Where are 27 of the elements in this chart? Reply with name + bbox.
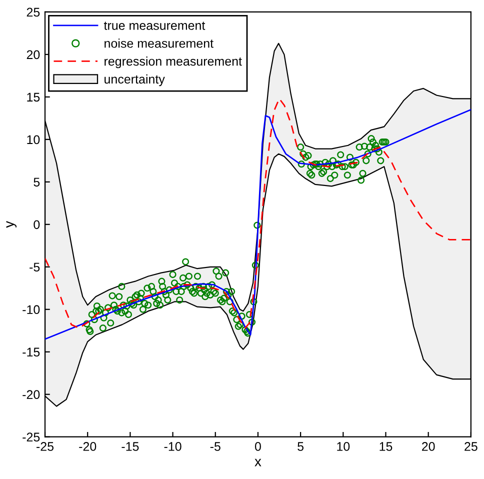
x-tick-label: -5 [210,442,220,451]
legend-label: uncertainty [104,74,165,86]
y-tick-label: 10 [27,135,40,144]
x-tick-label: 10 [337,442,350,451]
y-tick-label: 5 [34,178,40,187]
y-tick-label: 15 [27,92,40,102]
y-tick-label: -5 [30,262,40,272]
y-tick-label: -20 [22,390,40,400]
x-tick-label: -10 [164,442,182,451]
x-axis-title: x [254,458,262,466]
x-tick-label: 20 [422,442,435,451]
x-tick-label: 5 [298,442,304,451]
y-axis-title: y [6,220,17,228]
y-tick-label: -10 [22,305,40,314]
y-tick-label: -25 [22,432,40,442]
legend-label: regression measurement [104,56,242,68]
x-tick-label: -20 [79,442,96,451]
legend-label: true measurement [104,22,206,30]
y-tick-label: 20 [26,50,40,60]
x-tick-label: 25 [464,442,478,451]
x-tick-label: -15 [122,442,139,451]
y-tick-label: -15 [22,348,40,357]
y-tick-label: 25 [26,8,40,17]
x-tick-label: 15 [380,442,392,451]
legend-label: noise measurement [104,38,214,48]
x-tick-label: 0 [254,442,261,451]
y-tick-label: 0 [34,220,40,230]
